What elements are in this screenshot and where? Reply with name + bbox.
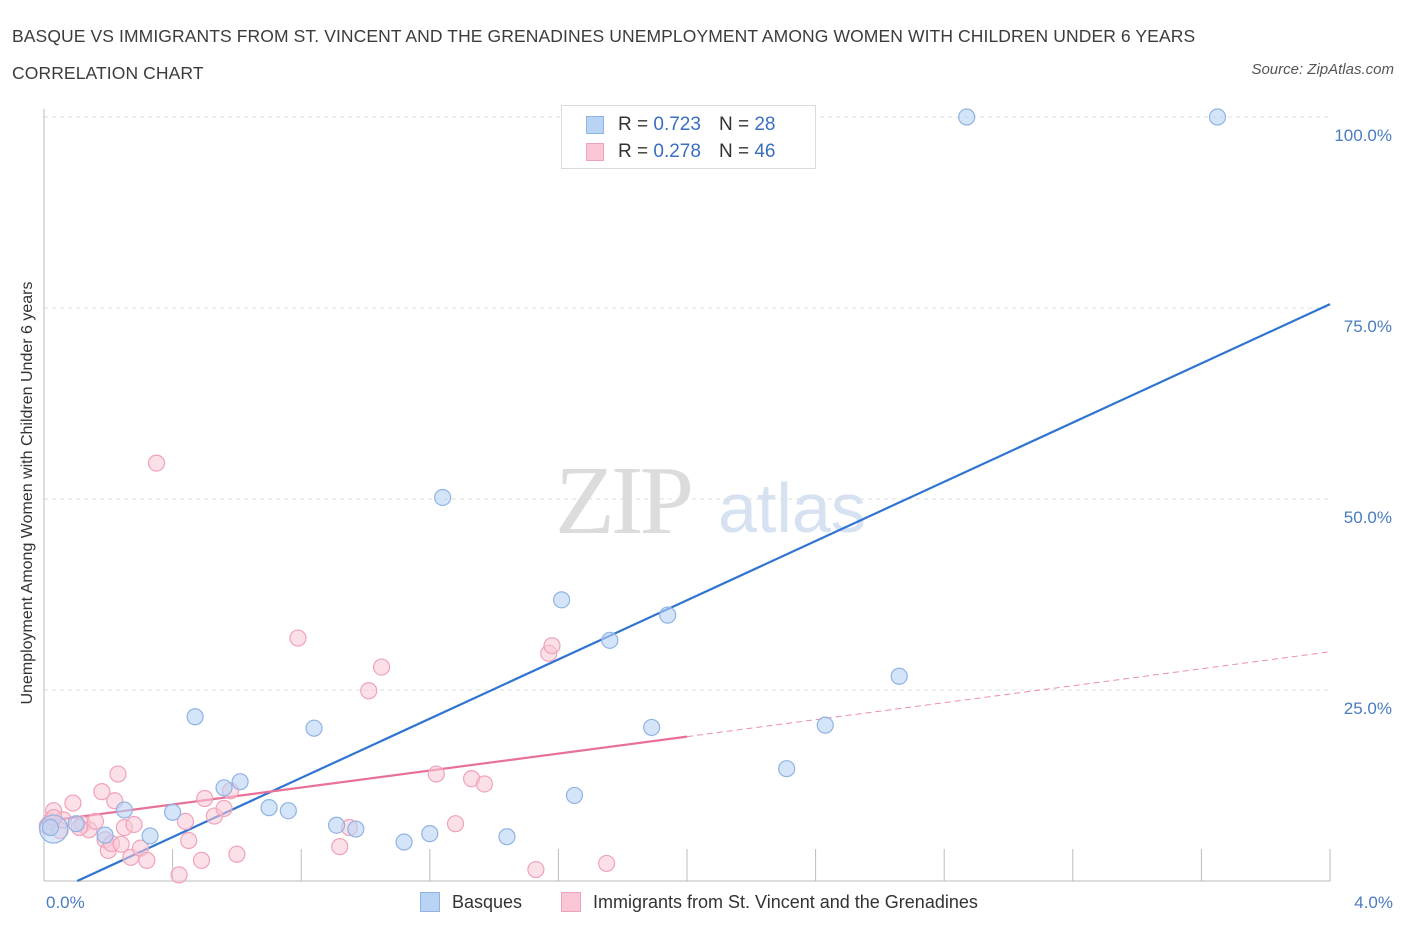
r-label: R = xyxy=(618,141,649,162)
immigrants-point xyxy=(86,812,105,831)
basques-point xyxy=(347,820,365,838)
tick-label-layer: 25.0% 50.0% 75.0% 100.0% 0.0% 4.0% xyxy=(46,126,1393,912)
immigrants-point xyxy=(138,851,156,869)
immigrants-point xyxy=(372,658,391,676)
correlation-legend: R = 0.723 N = 28 R = 0.278 N = 46 xyxy=(561,105,816,169)
chart-title: BASQUE VS IMMIGRANTS FROM ST. VINCENT AN… xyxy=(12,26,1196,83)
immigrants-point xyxy=(176,812,195,831)
basques-point xyxy=(565,786,584,805)
basques-point xyxy=(115,801,133,819)
basques-point xyxy=(643,718,661,737)
y-tick-label: 25.0% xyxy=(1344,699,1392,718)
immigrants-trend-extension xyxy=(686,651,1331,738)
y-tick-label: 75.0% xyxy=(1344,317,1392,336)
grid-layer xyxy=(44,116,1330,691)
immigrants-point xyxy=(427,765,445,783)
basques-point xyxy=(141,827,159,845)
legend-row-basques: R = 0.723 N = 28 xyxy=(586,113,775,137)
basques-point xyxy=(395,833,413,851)
basques-point xyxy=(434,488,452,507)
legend-row-immigrants: R = 0.278 N = 46 xyxy=(586,140,775,164)
basques-point xyxy=(327,816,346,834)
basques-point xyxy=(816,716,834,734)
basques-point xyxy=(958,108,976,126)
basques-point xyxy=(305,719,323,737)
n-label: N = xyxy=(718,114,750,135)
immigrants-point xyxy=(180,831,198,850)
basques-point xyxy=(421,825,439,843)
immigrants-point xyxy=(109,765,127,783)
immigrants-point xyxy=(446,815,465,833)
immigrants-point xyxy=(527,860,545,879)
basques-swatch xyxy=(586,116,604,134)
source-note: Source: ZipAtlas.com xyxy=(1251,61,1394,78)
n-label: N = xyxy=(718,141,750,162)
immigrants-point xyxy=(64,794,82,812)
immigrants-swatch xyxy=(586,143,604,161)
basques-point xyxy=(260,799,278,817)
y-tick-label: 100.0% xyxy=(1334,126,1392,145)
bottom-legend-immigrants: Immigrants from St. Vincent and the Gren… xyxy=(561,890,978,914)
basques-point xyxy=(215,779,233,797)
x-tick-label-min: 0.0% xyxy=(46,893,85,912)
immigrants-point xyxy=(543,637,561,655)
immigrants-point xyxy=(475,775,494,793)
basques-point xyxy=(498,828,516,846)
basques-point xyxy=(96,826,114,844)
immigrants-trend-line xyxy=(43,735,688,823)
immigrants-point xyxy=(215,799,233,818)
immigrants-r-value: 0.278 xyxy=(653,141,701,162)
immigrants-point xyxy=(93,783,111,801)
immigrants-point xyxy=(598,854,616,873)
r-label: R = xyxy=(618,114,649,135)
immigrants-point xyxy=(228,845,246,863)
immigrants-point xyxy=(170,866,188,884)
trend-layer xyxy=(43,303,1331,882)
immigrants-point xyxy=(289,629,307,647)
watermark-zip: ZIP xyxy=(555,447,694,555)
immigrants-point xyxy=(331,838,349,856)
basques-point xyxy=(553,591,571,609)
basques-r-value: 0.723 xyxy=(653,114,701,135)
bottom-legend-basques: Basques xyxy=(420,890,522,914)
y-tick-label: 50.0% xyxy=(1344,508,1392,527)
basques-trend-line xyxy=(76,303,1331,882)
immigrants-point xyxy=(147,454,166,472)
basques-legend-swatch xyxy=(420,892,440,912)
immigrants-legend-swatch xyxy=(561,892,581,912)
immigrants-point xyxy=(360,682,378,700)
basques-legend-label: Basques xyxy=(452,891,523,912)
basques-point xyxy=(279,802,297,820)
basques-point xyxy=(164,803,182,821)
basques-point xyxy=(186,708,204,726)
axis-layer xyxy=(43,109,1331,882)
basques-point xyxy=(778,760,796,778)
watermark-atlas: atlas xyxy=(718,469,866,547)
basques-point xyxy=(601,631,619,649)
immigrants-n-value: 46 xyxy=(754,141,776,162)
immigrants-legend-label: Immigrants from St. Vincent and the Gren… xyxy=(593,891,978,912)
immigrants-point xyxy=(125,815,143,834)
immigrants-point xyxy=(112,835,130,853)
basques-point xyxy=(67,815,85,833)
x-tick-label-max: 4.0% xyxy=(1354,893,1393,912)
basques-point xyxy=(1208,108,1227,126)
immigrants-point xyxy=(196,789,214,808)
points-layer xyxy=(38,108,1227,884)
immigrants-point xyxy=(192,851,211,869)
basques-point xyxy=(659,606,677,624)
basques-point xyxy=(231,773,249,791)
basques-point xyxy=(890,667,908,685)
basques-point xyxy=(41,818,60,837)
basques-n-value: 28 xyxy=(754,114,776,135)
